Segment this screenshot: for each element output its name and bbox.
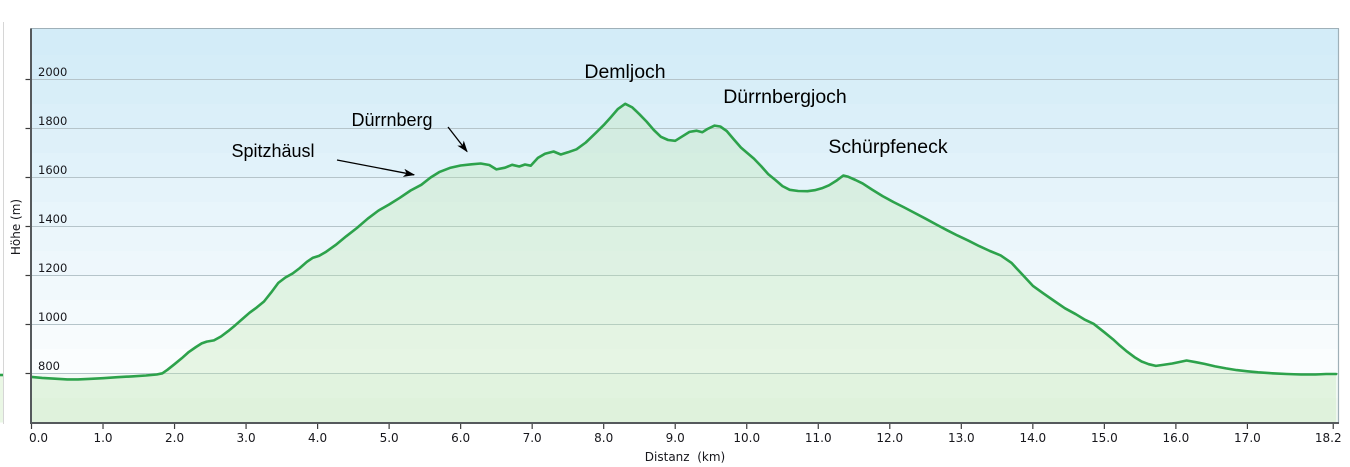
x-tick-label: 15.0 [1091,431,1118,445]
elevation-line [30,102,1338,381]
annotation-arrow-1 [447,126,468,153]
x-tick-label: 16.0 [1163,431,1190,445]
plot-frame [30,28,1340,424]
y-tick-label: 1600 [38,163,67,177]
gridlines [31,79,1339,374]
x-tick-label: 10.0 [733,431,760,445]
elevation-band [31,153,1339,178]
y-axis-title: Höhe (m) [9,199,23,255]
y-tick-label: 1000 [38,310,67,324]
x-tick-label: 17.0 [1234,431,1261,445]
x-tick-label: 3.0 [237,431,256,445]
x-tick-label: 6.0 [451,431,470,445]
annotation-arrow-0 [336,159,416,177]
elevation-line-path [30,102,1338,381]
elevation-band [31,373,1339,398]
x-tick-label: 13.0 [948,431,975,445]
elevation-band [31,55,1339,80]
x-axis-title: Distanz (km) [645,450,725,464]
y-tick-label: 1800 [38,114,67,128]
annotation-label-3: Dürrnbergjoch [723,86,847,108]
elevation-area [31,103,1337,423]
left-edge-artifact [0,22,4,424]
elevation-band [31,349,1339,374]
x-tick-label: 4.0 [308,431,327,445]
elevation-band [31,226,1339,251]
x-tick-label: 7.0 [523,431,542,445]
y-tick-label: 1400 [38,212,67,226]
elevation-band [31,202,1339,227]
annotation-label-1: Dürrnberg [351,110,432,130]
x-tick-label: 14.0 [1019,431,1046,445]
annotation-label-4: Schürpfeneck [828,136,947,158]
x-tick-label: 5.0 [380,431,399,445]
x-tick-label: 0.0 [29,431,48,445]
annotation-label-2: Demljoch [584,61,665,83]
x-tick-label: 2.0 [165,431,184,445]
elevation-band [31,79,1339,104]
y-tick-label: 1200 [38,261,67,275]
tick-labels: 0.0 1.0 2.0 3.0 4.0 5.0 6.0 7.0 8.0 9.0 10.0 11.0 12… [29,65,1342,445]
x-tick-label: 9.0 [666,431,685,445]
elevation-band [31,28,1339,55]
x-tick-label: 12.0 [876,431,903,445]
annotation-label-0: Spitzhäusl [231,141,314,161]
elevation-band [31,177,1339,202]
elevation-band [31,128,1339,153]
peak-annotations: Spitzhäusl Dürrnberg Demljoch Dürrnbergjoch… [231,61,948,177]
y-tick-label: 2000 [38,65,67,79]
y-tick-label: 800 [38,359,60,373]
elevation-band [31,104,1339,129]
x-tick-label: 8.0 [594,431,613,445]
x-tick-label: 11.0 [805,431,832,445]
elevation-band [31,251,1339,276]
axis-ticks [25,78,1334,429]
profile-fill-fragment [0,376,3,423]
elevation-band [31,398,1339,423]
x-tick-label: 18.2 [1315,431,1342,445]
x-tick-label: 1.0 [93,431,112,445]
elevation-band [31,275,1339,300]
elevation-area-fill [31,103,1337,423]
